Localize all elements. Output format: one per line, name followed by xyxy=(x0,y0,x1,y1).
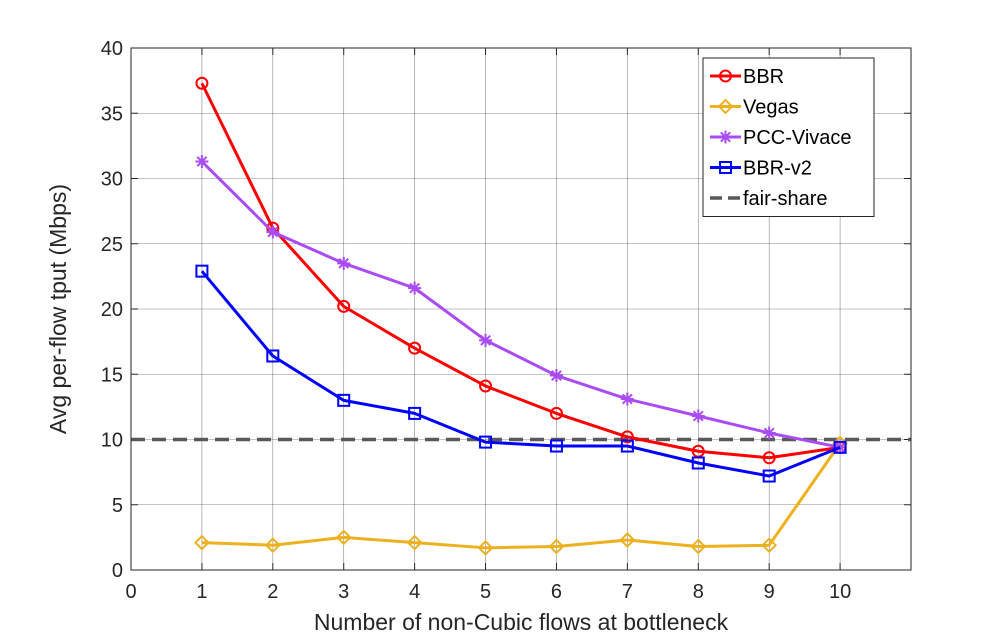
data-point-bbr xyxy=(479,379,493,393)
x-tick-label: 1 xyxy=(196,581,207,603)
legend-item-pcc-vivace: PCC-Vivace xyxy=(710,127,852,149)
legend: BBR Vegas PCC-Vivace BBR-v2 fair-share xyxy=(702,57,875,217)
series-pcc-vivace xyxy=(195,155,847,454)
data-point-vegas xyxy=(761,537,778,554)
series-bbr xyxy=(195,76,847,465)
data-point-vegas xyxy=(477,539,494,556)
y-tick-label: 25 xyxy=(101,234,123,256)
legend-marker xyxy=(719,69,732,83)
legend-item-fair-share: fair-share xyxy=(710,188,827,210)
data-point-vegas xyxy=(548,538,565,555)
data-point-bbr-v2 xyxy=(408,406,422,420)
data-point-pcc-vivace xyxy=(408,281,422,295)
y-tick-label: 0 xyxy=(112,560,123,582)
data-point-vegas xyxy=(690,538,707,555)
data-point-bbr-v2 xyxy=(479,435,493,449)
x-tick-label: 2 xyxy=(267,581,278,603)
legend-label: PCC-Vivace xyxy=(743,127,852,149)
data-point-vegas xyxy=(193,534,210,551)
data-point-bbr xyxy=(620,430,634,444)
x-tick-label: 4 xyxy=(409,581,420,603)
data-point-bbr-v2 xyxy=(691,456,705,470)
data-point-pcc-vivace xyxy=(266,225,280,239)
y-tick-label: 40 xyxy=(101,38,123,60)
series-line-bbr xyxy=(200,82,841,460)
series-layer xyxy=(193,76,849,556)
x-tick-label: 8 xyxy=(693,581,704,603)
x-tick-label: 5 xyxy=(480,581,491,603)
x-axis-label: Number of non-Cubic flows at bottleneck xyxy=(314,609,729,635)
x-tick-label: 3 xyxy=(338,581,349,603)
legend-item-vegas: Vegas xyxy=(710,97,799,119)
data-point-vegas xyxy=(406,534,423,551)
y-tick-labels: 0 5 10 15 20 25 30 35 40 xyxy=(101,38,123,582)
y-tick-label: 10 xyxy=(101,430,123,452)
data-point-bbr xyxy=(408,341,422,355)
series-line-pcc-vivace xyxy=(200,160,841,449)
y-tick-label: 15 xyxy=(101,364,123,386)
legend-label: Vegas xyxy=(743,97,799,119)
data-point-pcc-vivace xyxy=(762,426,776,440)
data-point-pcc-vivace xyxy=(620,392,634,406)
data-point-bbr xyxy=(549,406,563,420)
data-point-bbr-v2 xyxy=(620,439,634,453)
series-line-bbr-v2 xyxy=(200,270,841,478)
data-point-bbr-v2 xyxy=(337,393,351,407)
x-tick-label: 7 xyxy=(622,581,633,603)
data-point-vegas xyxy=(264,537,281,554)
data-point-bbr xyxy=(762,451,776,465)
data-point-bbr xyxy=(337,299,351,313)
series-bbr-v2 xyxy=(195,264,847,483)
y-axis-label: Avg per-flow tput (Mbps) xyxy=(45,184,71,434)
data-point-pcc-vivace xyxy=(691,409,705,423)
data-point-pcc-vivace xyxy=(337,256,351,270)
y-tick-label: 20 xyxy=(101,299,123,321)
legend-marker xyxy=(719,130,732,144)
x-tick-label: 10 xyxy=(829,581,851,603)
legend-marker xyxy=(717,98,734,115)
data-point-bbr-v2 xyxy=(833,440,847,454)
data-point-bbr xyxy=(195,76,209,90)
series-line-vegas xyxy=(201,442,842,550)
x-tick-label: 6 xyxy=(551,581,562,603)
x-tick-label: 9 xyxy=(764,581,775,603)
legend-marker xyxy=(719,161,732,174)
plot-frame xyxy=(130,47,912,571)
data-point-bbr-v2 xyxy=(195,264,209,278)
y-tick-label: 35 xyxy=(101,103,123,125)
data-point-pcc-vivace xyxy=(549,369,563,383)
legend-item-bbr-v2: BBR-v2 xyxy=(710,158,812,180)
data-point-vegas xyxy=(335,529,352,546)
x-tick-label: 0 xyxy=(125,581,136,603)
y-tick-label: 5 xyxy=(112,495,123,517)
data-point-vegas xyxy=(619,532,636,548)
data-point-bbr-v2 xyxy=(762,469,776,483)
data-point-bbr-v2 xyxy=(266,349,280,363)
x-tick-labels: 0 1 2 3 4 5 6 7 8 9 10 xyxy=(125,581,851,603)
data-point-pcc-vivace xyxy=(195,155,209,169)
legend-label: BBR-v2 xyxy=(743,158,812,180)
legend-item-bbr: BBR xyxy=(710,66,784,88)
legend-label: fair-share xyxy=(743,188,827,210)
legend-label: BBR xyxy=(743,66,784,88)
data-point-bbr-v2 xyxy=(549,439,563,453)
y-tick-label: 30 xyxy=(101,169,123,191)
data-point-pcc-vivace xyxy=(833,440,847,454)
data-point-pcc-vivace xyxy=(479,333,493,347)
